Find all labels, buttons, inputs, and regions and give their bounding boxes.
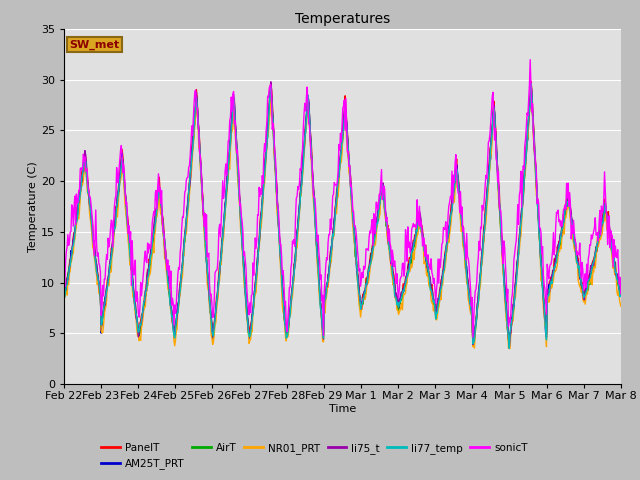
- AirT: [617, 292, 625, 298]
- li75_t: [411, 234, 419, 240]
- li77_temp: [127, 264, 135, 270]
- li75_t: [506, 345, 513, 350]
- NR01_PRT: [428, 297, 435, 302]
- AM25T_PRT: [267, 84, 275, 90]
- Y-axis label: Temperature (C): Temperature (C): [28, 161, 38, 252]
- PanelT: [184, 197, 192, 203]
- AM25T_PRT: [506, 339, 513, 345]
- li77_temp: [426, 287, 434, 293]
- NR01_PRT: [411, 246, 419, 252]
- li77_temp: [70, 238, 78, 243]
- AM25T_PRT: [411, 235, 419, 241]
- li77_temp: [60, 292, 68, 298]
- Title: Temperatures: Temperatures: [295, 12, 390, 26]
- li75_t: [267, 79, 275, 84]
- Line: li77_temp: li77_temp: [64, 83, 621, 348]
- li75_t: [428, 287, 435, 293]
- PanelT: [410, 239, 418, 244]
- PanelT: [60, 285, 68, 290]
- AM25T_PRT: [127, 264, 135, 270]
- li75_t: [70, 232, 78, 238]
- NR01_PRT: [505, 346, 513, 351]
- li75_t: [184, 196, 192, 202]
- sonicT: [60, 272, 68, 278]
- AirT: [184, 200, 192, 206]
- AM25T_PRT: [617, 287, 625, 292]
- sonicT: [526, 57, 534, 62]
- sonicT: [184, 175, 192, 180]
- NR01_PRT: [184, 209, 192, 215]
- li75_t: [127, 266, 135, 272]
- sonicT: [617, 291, 625, 297]
- sonicT: [469, 334, 477, 340]
- X-axis label: Time: Time: [329, 404, 356, 414]
- AirT: [214, 294, 221, 300]
- sonicT: [127, 283, 135, 288]
- PanelT: [70, 229, 78, 235]
- li77_temp: [617, 291, 625, 297]
- AirT: [60, 295, 68, 300]
- Line: AM25T_PRT: AM25T_PRT: [64, 87, 621, 342]
- AirT: [127, 264, 135, 270]
- Line: PanelT: PanelT: [64, 82, 621, 345]
- li77_temp: [506, 346, 513, 351]
- li77_temp: [410, 239, 418, 244]
- PanelT: [127, 259, 135, 265]
- Line: sonicT: sonicT: [64, 60, 621, 337]
- Line: li75_t: li75_t: [64, 82, 621, 348]
- PanelT: [527, 79, 535, 84]
- AirT: [411, 244, 419, 250]
- NR01_PRT: [60, 292, 68, 298]
- sonicT: [426, 266, 434, 272]
- PanelT: [617, 287, 625, 293]
- sonicT: [410, 224, 418, 229]
- li75_t: [214, 293, 221, 299]
- Line: NR01_PRT: NR01_PRT: [64, 87, 621, 348]
- Line: AirT: AirT: [64, 90, 621, 346]
- PanelT: [426, 282, 434, 288]
- AM25T_PRT: [60, 290, 68, 296]
- li77_temp: [214, 292, 221, 298]
- AM25T_PRT: [184, 200, 192, 205]
- AirT: [70, 237, 78, 242]
- Legend: PanelT, AM25T_PRT, AirT, NR01_PRT, li75_t, li77_temp, sonicT: PanelT, AM25T_PRT, AirT, NR01_PRT, li75_…: [97, 439, 532, 473]
- NR01_PRT: [127, 266, 135, 272]
- NR01_PRT: [267, 84, 275, 90]
- AM25T_PRT: [428, 287, 435, 292]
- PanelT: [214, 291, 221, 297]
- li77_temp: [184, 205, 192, 211]
- NR01_PRT: [214, 300, 221, 305]
- li75_t: [60, 291, 68, 297]
- AirT: [469, 343, 477, 349]
- AirT: [267, 87, 275, 93]
- NR01_PRT: [70, 239, 78, 244]
- AM25T_PRT: [70, 238, 78, 243]
- NR01_PRT: [617, 303, 625, 309]
- li75_t: [617, 288, 625, 294]
- li77_temp: [527, 80, 535, 86]
- Text: SW_met: SW_met: [70, 39, 120, 50]
- PanelT: [469, 342, 477, 348]
- sonicT: [70, 204, 78, 210]
- AM25T_PRT: [214, 296, 221, 301]
- AirT: [428, 284, 435, 290]
- sonicT: [214, 265, 221, 271]
